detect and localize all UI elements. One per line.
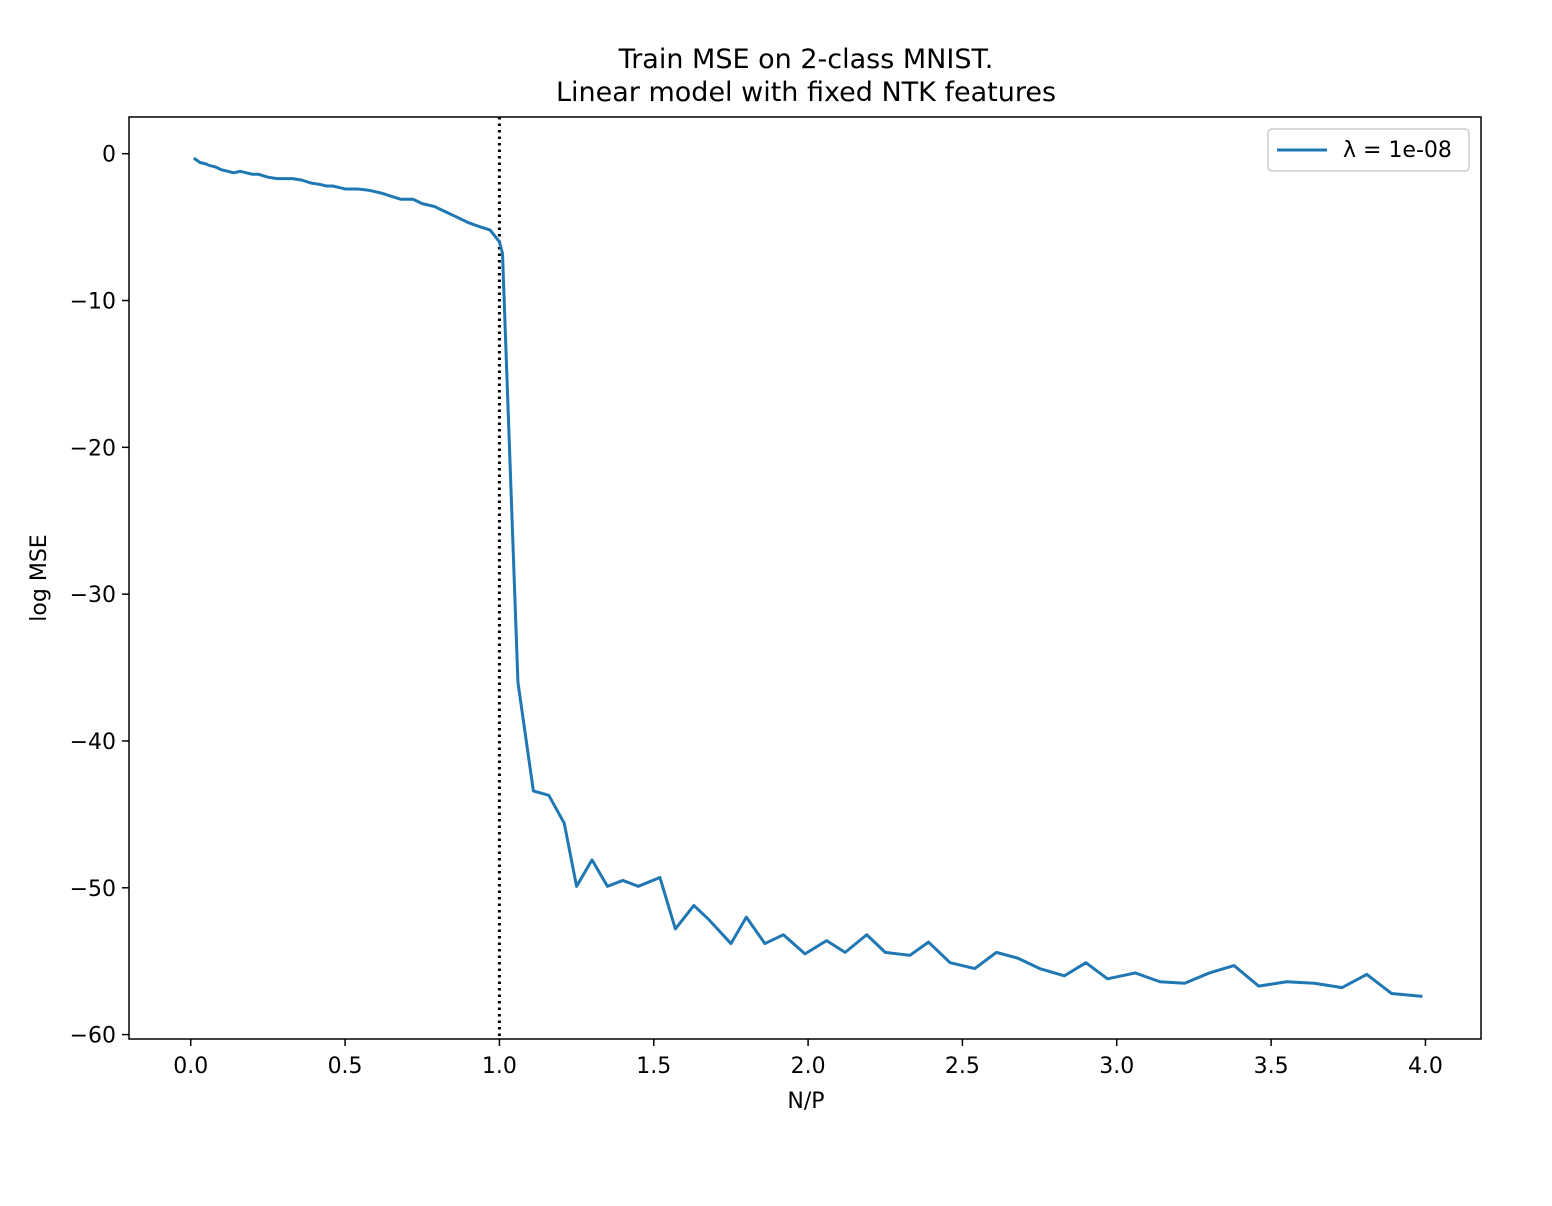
x-tick-label: 3.5 bbox=[1254, 1054, 1289, 1079]
series-line-0 bbox=[192, 156, 1423, 998]
x-tick-label: 3.0 bbox=[1099, 1054, 1134, 1079]
x-tick-label: 2.5 bbox=[945, 1054, 980, 1079]
y-tick-label: −40 bbox=[70, 730, 116, 755]
y-tick-label: −50 bbox=[70, 877, 116, 902]
y-axis-ticks: 0 −10 −20 −30 −40 −50 −60 bbox=[70, 143, 129, 1049]
chart-subtitle: Linear model with fixed NTK features bbox=[556, 77, 1056, 108]
x-axis-label: N/P bbox=[787, 1089, 824, 1114]
legend: λ = 1e-08 bbox=[1267, 128, 1470, 172]
plot-area bbox=[128, 116, 1482, 1040]
x-tick-label: 2.0 bbox=[791, 1054, 826, 1079]
chart-title: Train MSE on 2-class MNIST. bbox=[618, 44, 994, 75]
y-tick-label: 0 bbox=[102, 143, 116, 168]
y-tick-label: −30 bbox=[70, 583, 116, 608]
x-axis-ticks: 0.0 0.5 1.0 1.5 2.0 2.5 3.0 3.5 4.0 bbox=[173, 1039, 1443, 1079]
x-tick-label: 0.0 bbox=[173, 1054, 208, 1079]
y-axis-label: log MSE bbox=[27, 534, 52, 621]
legend-box bbox=[1267, 128, 1470, 172]
x-tick-label: 4.0 bbox=[1408, 1054, 1443, 1079]
y-tick-label: −60 bbox=[70, 1024, 116, 1049]
x-tick-label: 1.5 bbox=[636, 1054, 671, 1079]
x-tick-label: 1.0 bbox=[482, 1054, 517, 1079]
series-layer bbox=[192, 156, 1423, 998]
y-tick-label: −20 bbox=[70, 436, 116, 461]
y-tick-label: −10 bbox=[70, 290, 116, 315]
legend-entry-label: λ = 1e-08 bbox=[1343, 138, 1452, 163]
x-tick-label: 0.5 bbox=[328, 1054, 363, 1079]
